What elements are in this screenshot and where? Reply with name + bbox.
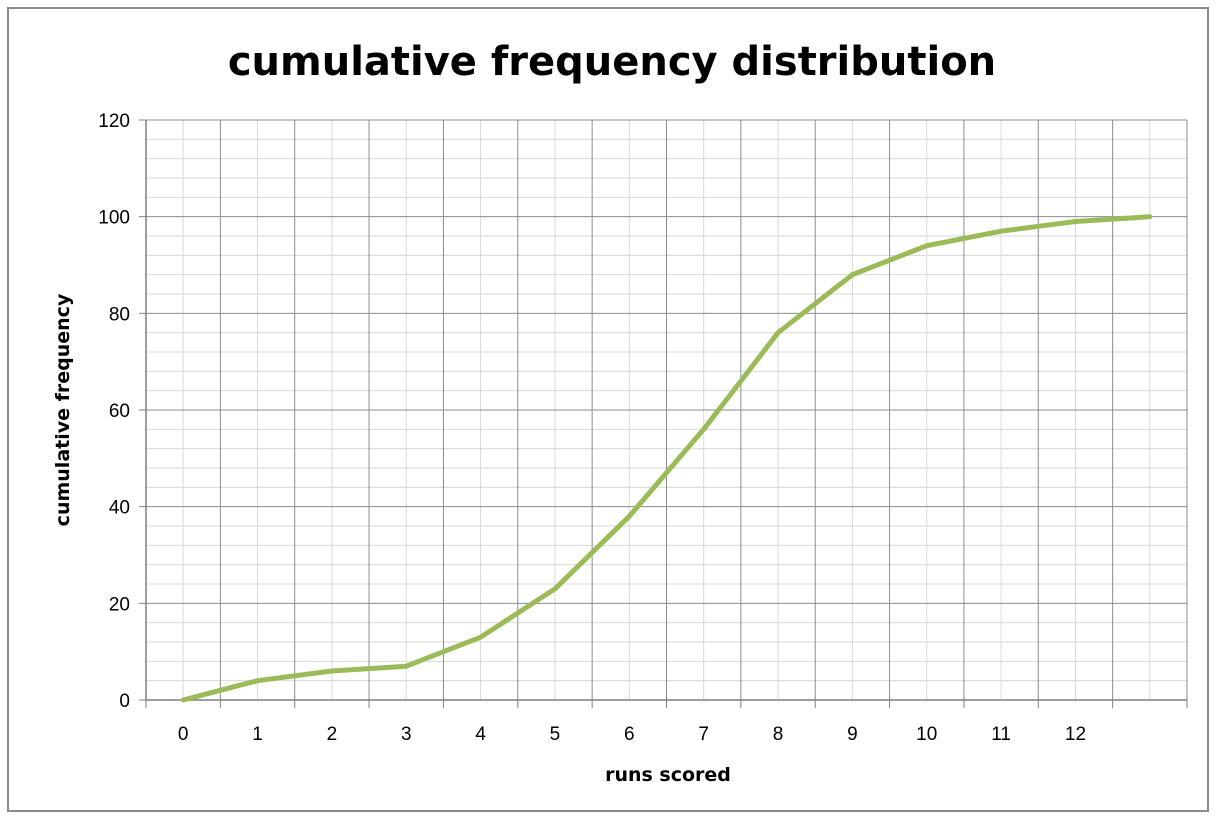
series-layer — [180, 214, 1153, 703]
x-tick-label: 12 — [1065, 724, 1086, 745]
y-tick-label: 20 — [109, 594, 130, 615]
y-tick-label: 80 — [109, 304, 130, 325]
x-tick-label: 3 — [401, 724, 412, 745]
y-tick-label: 100 — [98, 208, 130, 229]
y-tick-label: 60 — [109, 401, 130, 422]
x-tick-labels: 0 1 2 3 4 5 6 7 8 9 10 11 12 — [178, 724, 1086, 745]
major-gridlines — [145, 119, 1188, 701]
x-tick-label: 9 — [847, 724, 858, 745]
x-axis-label: runs scored — [605, 764, 731, 786]
x-tick-label: 5 — [550, 724, 561, 745]
y-tick-label: 40 — [109, 498, 130, 519]
x-tick-label: 4 — [475, 724, 486, 745]
y-axis-label: cumulative frequency — [52, 293, 74, 526]
x-tick-label: 10 — [916, 724, 937, 745]
x-tick-label: 0 — [178, 724, 189, 745]
y-tick-label: 120 — [98, 111, 130, 132]
x-tick-label: 7 — [698, 724, 709, 745]
x-tick-label: 11 — [991, 724, 1011, 745]
axes — [139, 119, 1188, 708]
series-line — [180, 214, 1153, 703]
x-tick-label: 1 — [252, 724, 263, 745]
x-tick-label: 6 — [624, 724, 635, 745]
y-tick-label: 0 — [119, 691, 130, 712]
y-tick-labels: 0 20 40 60 80 100 120 — [98, 111, 130, 712]
x-tick-label: 8 — [773, 724, 784, 745]
x-tick-label: 2 — [327, 724, 338, 745]
chart-title: cumulative frequency distribution — [228, 39, 996, 85]
